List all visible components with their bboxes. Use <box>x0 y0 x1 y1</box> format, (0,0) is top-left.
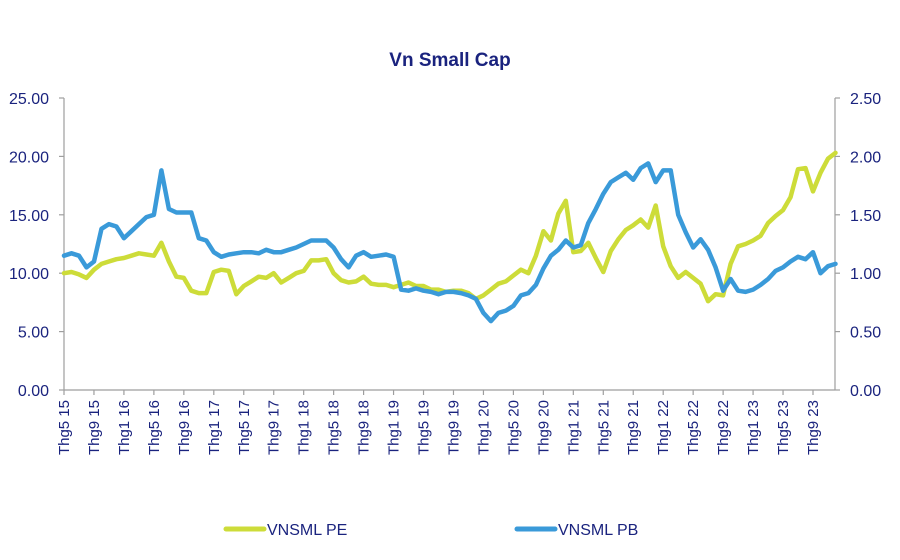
legend-label-pb: VNSML PB <box>558 522 638 539</box>
x-tick-label: Thg9 20 <box>535 400 552 455</box>
x-tick-label: Thg5 15 <box>56 400 73 455</box>
x-tick-label: Thg1 22 <box>655 400 672 455</box>
left-tick-label: 10.00 <box>9 266 49 283</box>
x-tick-label: Thg9 18 <box>356 400 373 455</box>
left-tick-label: 0.00 <box>18 383 49 400</box>
right-tick-label: 2.00 <box>850 149 881 166</box>
x-axis-ticks: Thg5 15 Thg9 15 Thg1 16 Thg5 16 Thg9 16 Thg1 … <box>56 390 822 455</box>
legend-label-pe: VNSML PE <box>267 522 347 539</box>
x-tick-label: Thg5 20 <box>505 400 522 455</box>
x-tick-label: Thg5 21 <box>595 400 612 455</box>
x-tick-label: Thg9 15 <box>86 400 103 455</box>
series-layer <box>61 150 838 324</box>
x-tick-label: Thg9 23 <box>805 400 822 455</box>
x-tick-label: Thg9 21 <box>625 400 642 455</box>
right-tick-label: 2.50 <box>850 91 881 108</box>
x-tick-label: Thg1 20 <box>475 400 492 455</box>
x-tick-label: Thg9 16 <box>176 400 193 455</box>
x-tick-label: Thg1 16 <box>116 400 133 455</box>
chart-title: Vn Small Cap <box>389 50 510 71</box>
x-tick-label: Thg9 22 <box>715 400 732 455</box>
left-tick-label: 25.00 <box>9 91 49 108</box>
x-tick-label: Thg5 18 <box>326 400 343 455</box>
legend-item-pe[interactable]: VNSML PE <box>223 522 347 539</box>
x-tick-label: Thg5 22 <box>685 400 702 455</box>
left-tick-label: 15.00 <box>9 208 49 225</box>
x-tick-label: Thg9 17 <box>266 400 283 455</box>
x-tick-label: Thg5 16 <box>146 400 163 455</box>
left-y-axis-ticks: 0.00 5.00 10.00 15.00 20.00 25.00 <box>9 91 64 400</box>
left-tick-label: 20.00 <box>9 149 49 166</box>
x-tick-label: Thg1 19 <box>386 400 403 455</box>
right-tick-label: 0.50 <box>850 325 881 342</box>
x-tick-label: Thg1 17 <box>206 400 223 455</box>
x-tick-label: Thg1 23 <box>745 400 762 455</box>
right-tick-label: 0.00 <box>850 383 881 400</box>
legend: VNSML PE VNSML PB <box>223 522 638 539</box>
right-tick-label: 1.50 <box>850 208 881 225</box>
left-tick-label: 5.00 <box>18 325 49 342</box>
legend-item-pb[interactable]: VNSML PB <box>514 522 638 539</box>
x-tick-label: Thg5 23 <box>775 400 792 455</box>
right-tick-label: 1.00 <box>850 266 881 283</box>
x-tick-label: Thg5 17 <box>236 400 253 455</box>
x-tick-label: Thg1 18 <box>296 400 313 455</box>
series-line-pb <box>61 161 838 324</box>
x-tick-label: Thg5 19 <box>416 400 433 455</box>
x-tick-label: Thg1 21 <box>565 400 582 455</box>
x-tick-label: Thg9 19 <box>445 400 462 455</box>
right-y-axis-ticks: 0.00 0.50 1.00 1.50 2.00 2.50 <box>835 91 881 400</box>
